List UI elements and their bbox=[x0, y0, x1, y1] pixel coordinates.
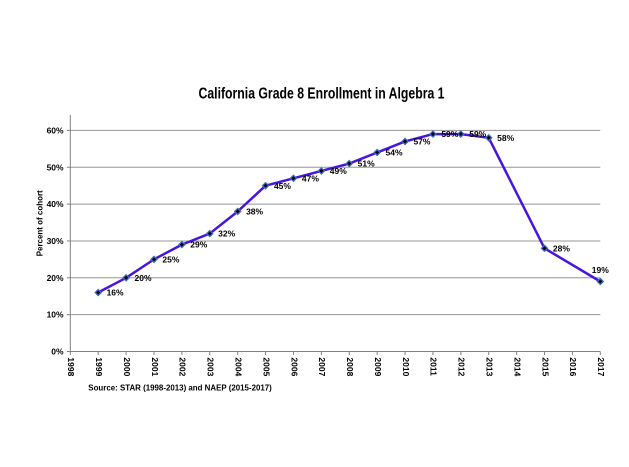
svg-text:2000: 2000 bbox=[122, 357, 132, 376]
svg-text:2004: 2004 bbox=[233, 357, 243, 376]
svg-text:51%: 51% bbox=[358, 159, 375, 169]
svg-text:47%: 47% bbox=[302, 173, 319, 183]
svg-text:50%: 50% bbox=[47, 162, 64, 172]
svg-text:2005: 2005 bbox=[261, 357, 271, 376]
svg-text:2014: 2014 bbox=[512, 357, 522, 376]
svg-text:19%: 19% bbox=[592, 265, 609, 275]
svg-text:2001: 2001 bbox=[150, 357, 160, 376]
svg-text:California Grade 8 Enrollment: California Grade 8 Enrollment in Algebra… bbox=[199, 86, 445, 103]
svg-text:32%: 32% bbox=[218, 229, 235, 239]
svg-text:2010: 2010 bbox=[401, 357, 411, 376]
svg-text:2011: 2011 bbox=[429, 357, 439, 376]
svg-text:2015: 2015 bbox=[540, 357, 550, 376]
svg-text:2002: 2002 bbox=[178, 357, 188, 376]
svg-text:57%: 57% bbox=[413, 137, 430, 147]
svg-text:1998: 1998 bbox=[66, 357, 76, 376]
svg-text:2017: 2017 bbox=[596, 357, 606, 376]
svg-text:40%: 40% bbox=[47, 199, 64, 209]
svg-text:45%: 45% bbox=[274, 181, 291, 191]
svg-text:58%: 58% bbox=[497, 133, 514, 143]
svg-text:20%: 20% bbox=[47, 273, 64, 283]
svg-text:2013: 2013 bbox=[485, 357, 495, 376]
svg-text:0%: 0% bbox=[51, 347, 64, 357]
svg-text:2012: 2012 bbox=[457, 357, 467, 376]
svg-text:49%: 49% bbox=[330, 166, 347, 176]
svg-text:2006: 2006 bbox=[289, 357, 299, 376]
svg-text:Source: STAR (1998-2013) and N: Source: STAR (1998-2013) and NAEP (2015-… bbox=[88, 383, 272, 393]
svg-text:2007: 2007 bbox=[317, 357, 327, 376]
svg-text:Percent of cohort: Percent of cohort bbox=[35, 190, 45, 256]
svg-text:38%: 38% bbox=[246, 207, 263, 217]
svg-text:54%: 54% bbox=[386, 148, 403, 158]
svg-text:59%: 59% bbox=[469, 129, 486, 139]
svg-text:28%: 28% bbox=[553, 243, 570, 253]
svg-text:59%: 59% bbox=[441, 129, 458, 139]
svg-text:60%: 60% bbox=[47, 125, 64, 135]
svg-text:2009: 2009 bbox=[373, 357, 383, 376]
svg-text:1999: 1999 bbox=[94, 357, 104, 376]
svg-text:20%: 20% bbox=[134, 273, 151, 283]
svg-text:2003: 2003 bbox=[206, 357, 216, 376]
svg-text:10%: 10% bbox=[47, 310, 64, 320]
svg-text:16%: 16% bbox=[107, 288, 124, 298]
svg-text:29%: 29% bbox=[190, 240, 207, 250]
svg-text:2016: 2016 bbox=[568, 357, 578, 376]
svg-text:25%: 25% bbox=[162, 254, 179, 264]
svg-text:2008: 2008 bbox=[345, 357, 355, 376]
svg-text:30%: 30% bbox=[47, 236, 64, 246]
